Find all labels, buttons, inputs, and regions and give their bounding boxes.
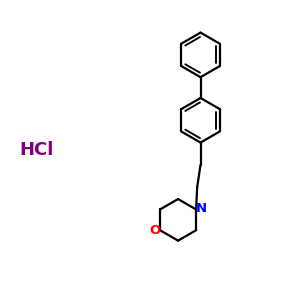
Text: N: N xyxy=(196,202,207,215)
Text: O: O xyxy=(149,224,160,237)
Text: HCl: HCl xyxy=(20,141,54,159)
